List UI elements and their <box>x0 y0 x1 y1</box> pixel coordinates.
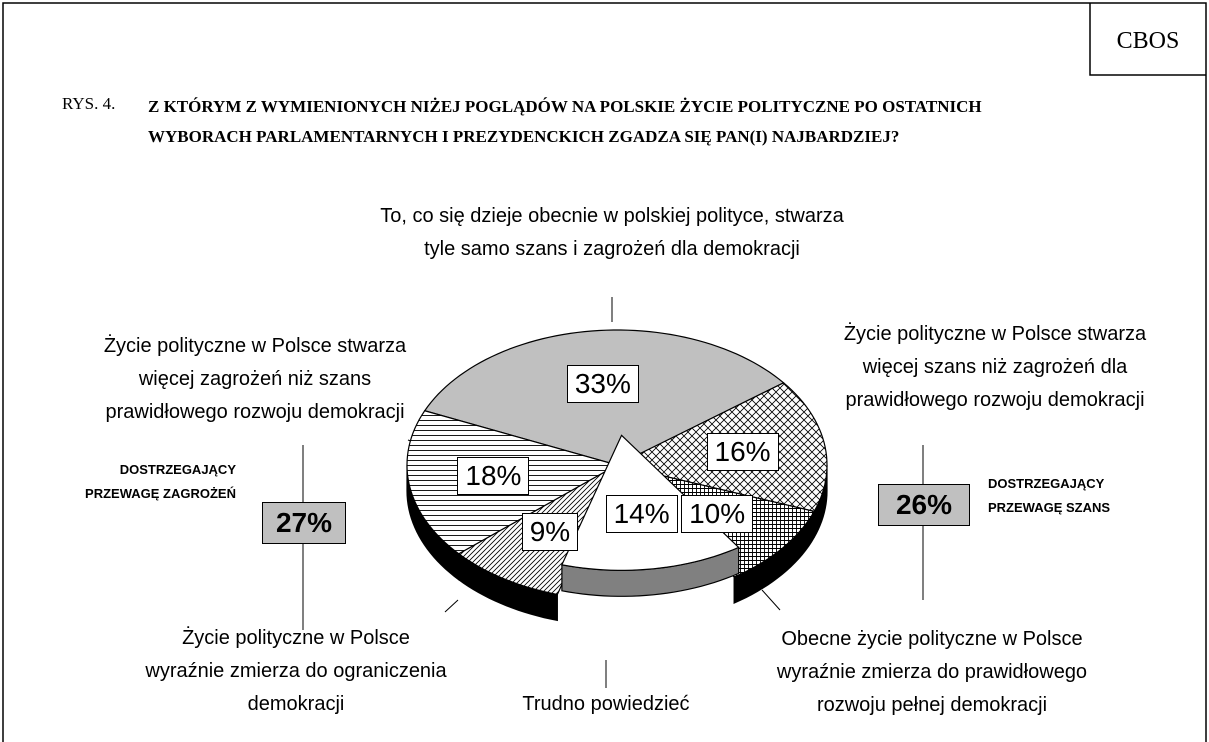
category-label: Trudno powiedzieć <box>522 693 690 715</box>
chart-title: Z KTÓRYM Z WYMIENIONYCH NIŻEJ POGLĄDÓW N… <box>148 97 982 146</box>
category-label: Obecne życie polityczne w Polsce wyraźni… <box>776 628 1088 716</box>
category-label: Życie polityczne w Polsce stwarza więcej… <box>843 323 1147 411</box>
value-label: 18% <box>457 457 530 496</box>
category-label: Życie polityczne w Polsce wyraźnie zmier… <box>145 627 447 715</box>
source: CBOS <box>1117 28 1180 54</box>
group-label: DOSTRZEGAJĄCY PRZEWAGĘ SZANS <box>988 476 1111 515</box>
figure-label: RYS. 4. <box>62 94 115 113</box>
value-label: 16% <box>706 432 779 471</box>
group-value: 26% <box>878 484 970 526</box>
value-label: 9% <box>521 513 578 552</box>
group-value: 27% <box>262 502 346 544</box>
value-label: 14% <box>605 495 678 534</box>
value-label: 33% <box>566 364 639 403</box>
category-label: To, co się dzieje obecnie w polskiej pol… <box>380 205 844 260</box>
category-label: Życie polityczne w Polsce stwarza więcej… <box>103 335 407 423</box>
source-box <box>1089 3 1206 76</box>
group-label: DOSTRZEGAJĄCY PRZEWAGĘ ZAGROŻEŃ <box>85 462 236 501</box>
value-label: 10% <box>681 494 754 533</box>
